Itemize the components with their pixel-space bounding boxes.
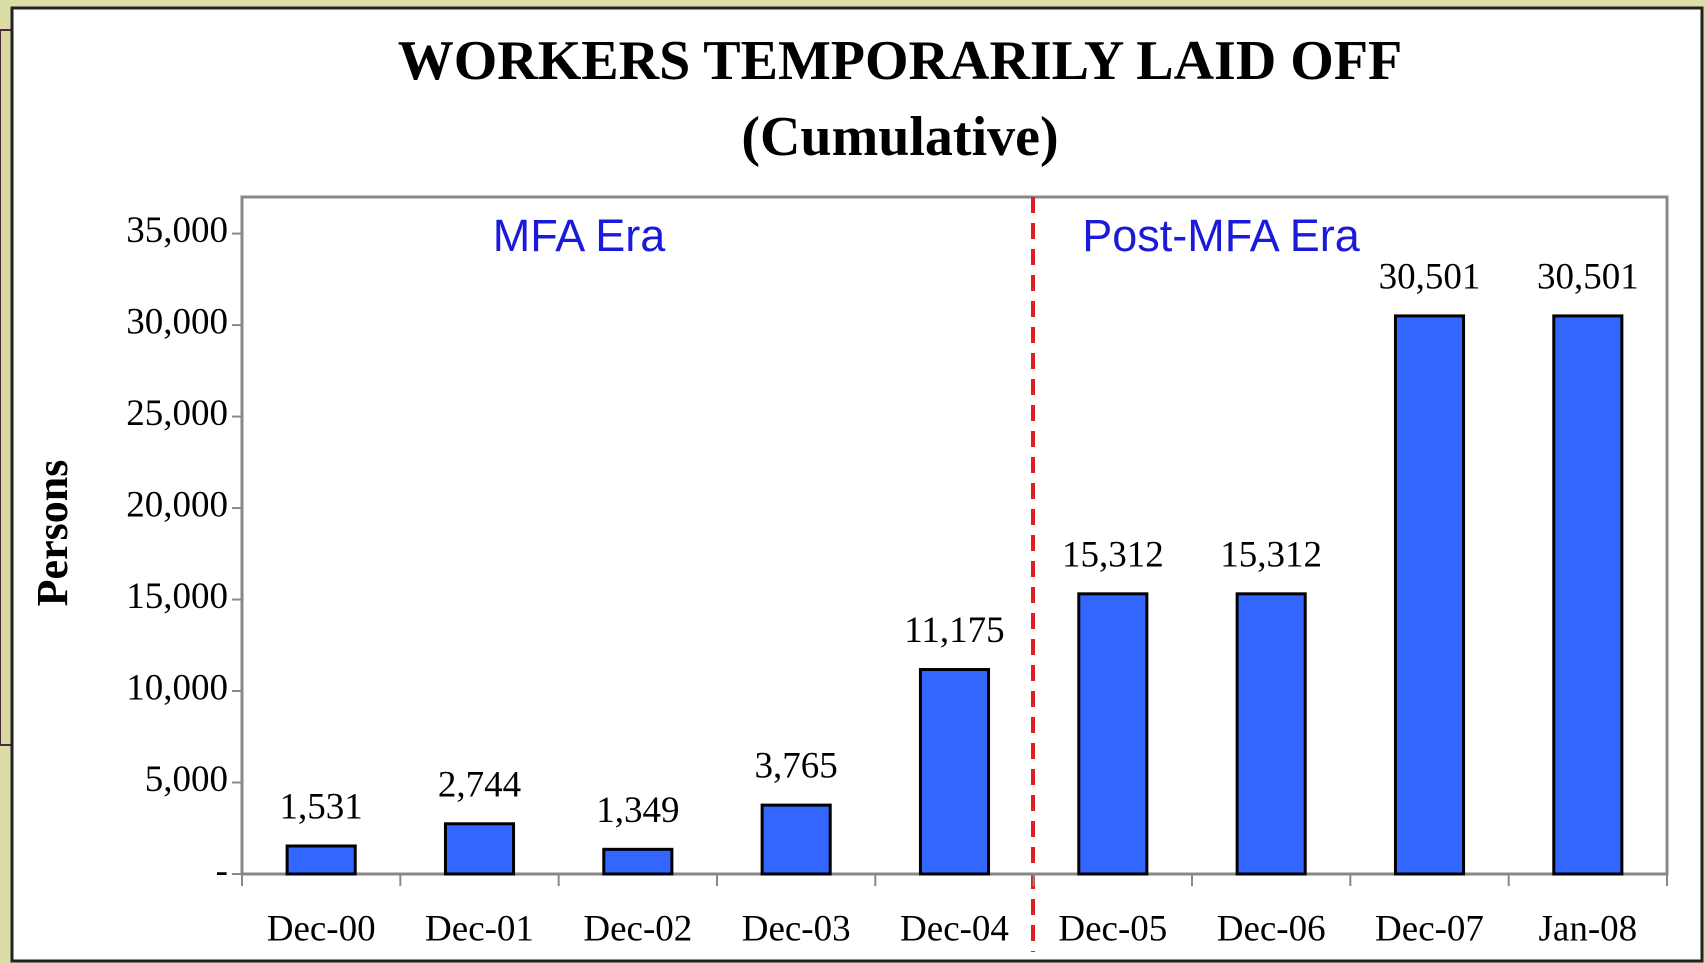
- chart-title: WORKERS TEMPORARILY LAID OFF: [398, 30, 1403, 92]
- x-tick-label: Dec-00: [267, 908, 376, 949]
- bar: [285, 844, 357, 876]
- chart-subtitle: (Cumulative): [741, 106, 1058, 168]
- y-tick-label: 20,000: [126, 485, 228, 526]
- y-tick-label: 15,000: [126, 576, 228, 617]
- value-label: 1,531: [280, 786, 363, 827]
- bar: [1235, 592, 1307, 876]
- value-label: 2,744: [438, 764, 521, 805]
- value-label: 15,312: [1220, 534, 1322, 575]
- bar: [760, 803, 832, 876]
- value-label: 11,175: [904, 610, 1004, 651]
- bar: [1393, 314, 1466, 876]
- x-tick-label: Dec-04: [900, 908, 1009, 949]
- value-label: 3,765: [755, 746, 838, 787]
- bar: [1077, 592, 1149, 876]
- y-tick-label: 10,000: [126, 668, 228, 709]
- y-tick-label: -: [216, 850, 228, 891]
- value-label: 15,312: [1062, 534, 1164, 575]
- x-tick-label: Dec-06: [1217, 908, 1326, 949]
- value-label: 1,349: [596, 790, 679, 831]
- y-tick-label: 35,000: [126, 210, 228, 251]
- value-label: 30,501: [1379, 256, 1481, 297]
- annotation: MFA Era: [493, 210, 667, 261]
- x-tick-label: Dec-07: [1375, 908, 1484, 949]
- value-label: 30,501: [1537, 256, 1639, 297]
- y-tick-label: 5,000: [145, 759, 228, 800]
- bar: [602, 847, 674, 876]
- x-tick-label: Dec-02: [583, 908, 692, 949]
- y-tick-label: 25,000: [126, 393, 228, 434]
- annotation: Post-MFA Era: [1082, 210, 1361, 261]
- y-tick-label: 30,000: [126, 302, 228, 343]
- y-axis-label: Persons: [28, 460, 77, 607]
- bar: [918, 668, 991, 876]
- x-tick-label: Dec-03: [742, 908, 851, 949]
- bar: [1552, 314, 1624, 876]
- x-tick-label: Jan-08: [1539, 908, 1638, 949]
- bar: [443, 822, 516, 876]
- x-tick-label: Dec-01: [425, 908, 534, 949]
- x-tick-label: Dec-05: [1058, 908, 1167, 949]
